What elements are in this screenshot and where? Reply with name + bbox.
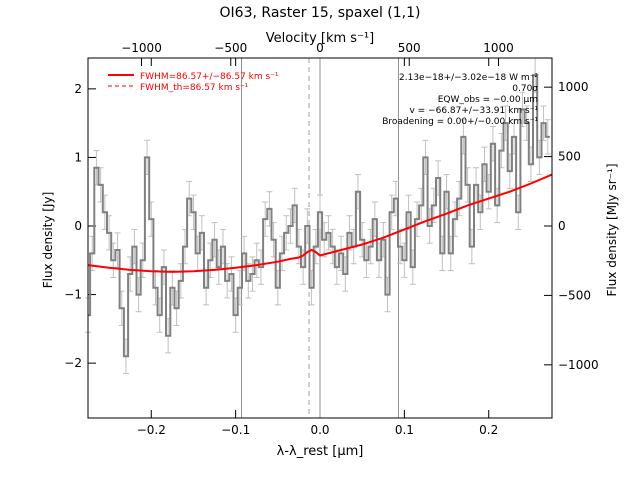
- annotation-velocity: v = −66.87+/−33.91 km s⁻¹: [409, 106, 538, 116]
- series-lines: [87, 74, 553, 358]
- y-tick-label: 2: [74, 82, 82, 96]
- x-tick-label: −0.1: [221, 423, 250, 437]
- legend-entry-fwhm-th: FWHM_th=86.57 km s⁻¹: [140, 83, 249, 93]
- y-axis-right-label: Flux density [MJy sr⁻¹]: [605, 163, 619, 296]
- legend: FWHM=86.57+/−86.57 km s⁻¹ FWHM_th=86.57 …: [108, 72, 279, 93]
- top-tick-label: −500: [214, 41, 247, 55]
- annotation-eqw: EQW_obs = −0.00 μm: [438, 95, 538, 105]
- top-tick-label: 500: [398, 41, 421, 55]
- x-axis-label: λ-λ_rest [μm]: [277, 444, 364, 459]
- annotation-flux: 2.13e−18+/−3.02e−18 W m⁻²: [399, 73, 538, 83]
- top-tick-label: −1000: [121, 41, 162, 55]
- top-tick-label: 0: [316, 41, 324, 55]
- chart-title: OI63, Raster 15, spaxel (1,1): [220, 5, 421, 21]
- x-tick-label: −0.2: [137, 423, 166, 437]
- annotation-broadening: Broadening = 0.00+/−0.00 km s⁻¹: [382, 117, 538, 127]
- y-right-tick-label: 500: [558, 150, 581, 164]
- x-tick-label: 0.1: [395, 423, 414, 437]
- y-right-tick-label: −500: [558, 288, 591, 302]
- y-right-tick-label: −1000: [558, 358, 599, 372]
- y-tick-label: 1: [74, 150, 82, 164]
- reference-lines: [241, 58, 399, 418]
- y-tick-label: −2: [64, 356, 82, 370]
- y-tick-label: −1: [64, 288, 82, 302]
- y-axis-label: Flux density [Jy]: [41, 192, 55, 289]
- fit-annotations: 2.13e−18+/−3.02e−18 W m⁻² 0.70σ EQW_obs …: [382, 73, 538, 127]
- top-axis-label: Velocity [km s⁻¹]: [266, 31, 374, 46]
- annotation-sigma: 0.70σ: [512, 84, 538, 94]
- axis-ticks: −0.2 −0.1 0.0 0.1 0.2 −1000 −500 0 500 1000 −2 −1 0 1…: [64, 41, 598, 437]
- y-tick-label: 0: [74, 219, 82, 233]
- plot-frame: [87, 57, 553, 419]
- x-tick-label: 0.2: [479, 423, 498, 437]
- legend-entry-fwhm: FWHM=86.57+/−86.57 km s⁻¹: [140, 72, 279, 82]
- fit-line: [87, 173, 553, 273]
- top-tick-label: 1000: [483, 41, 514, 55]
- spectrum-step-line: [88, 74, 550, 358]
- x-tick-label: 0.0: [310, 423, 329, 437]
- y-right-tick-label: 0: [558, 219, 566, 233]
- y-right-tick-label: 1000: [558, 80, 589, 94]
